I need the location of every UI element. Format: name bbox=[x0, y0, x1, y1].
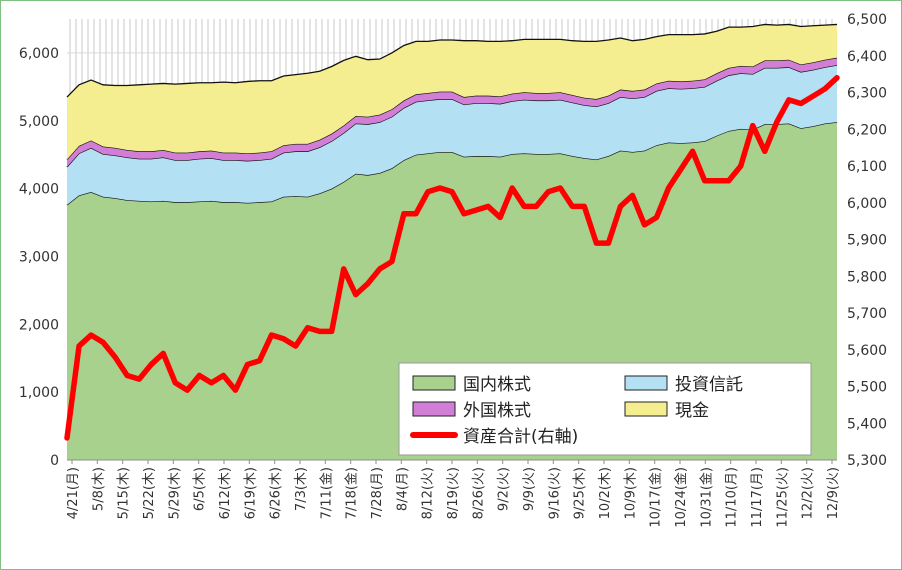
x-tick-label: 8/19(火) bbox=[446, 467, 461, 519]
legend-box bbox=[398, 362, 812, 456]
x-tick-label: 10/17(金) bbox=[648, 467, 664, 528]
x-tick-label: 8/4(月) bbox=[395, 467, 410, 511]
y-right-tick-label: 5,500 bbox=[847, 380, 887, 396]
legend-label: 国内株式 bbox=[463, 375, 531, 395]
x-tick-label: 7/18(金) bbox=[344, 467, 360, 519]
x-tick-label: 10/9(木) bbox=[623, 467, 638, 519]
x-tick-label: 12/9(火) bbox=[826, 467, 841, 519]
x-tick-label: 9/25(木) bbox=[573, 467, 588, 519]
y-right-tick-label: 5,700 bbox=[847, 306, 887, 322]
y-left-tick-label: 0 bbox=[50, 453, 59, 469]
y-right-tick-label: 5,800 bbox=[847, 269, 887, 285]
legend-swatch bbox=[624, 375, 668, 391]
x-tick-label: 7/28(月) bbox=[370, 467, 385, 519]
area-edge-現金 bbox=[66, 23, 838, 98]
x-tick-label: 9/9(火) bbox=[522, 467, 537, 511]
y-right-tick-label: 6,000 bbox=[847, 196, 887, 212]
area-外国株式 bbox=[67, 57, 837, 167]
legend-label: 外国株式 bbox=[463, 401, 531, 421]
x-tick-label: 11/17(月) bbox=[750, 467, 765, 528]
x-tick-label: 6/19(木) bbox=[243, 467, 258, 519]
y-right-tick-label: 5,900 bbox=[847, 233, 887, 249]
y-right-tick-label: 5,400 bbox=[847, 416, 887, 432]
y-left-tick-label: 1,000 bbox=[19, 385, 59, 401]
x-tick-label: 9/2(火) bbox=[497, 467, 512, 511]
line-資産合計(右軸) bbox=[64, 75, 840, 441]
area-現金 bbox=[67, 24, 837, 160]
axes: 0 1,000 2,000 3,000 4,000 5,000 6,000 5,300 5,40… bbox=[19, 12, 887, 528]
x-tick-label: 6/12(木) bbox=[218, 467, 233, 519]
y-right-tick-label: 6,300 bbox=[847, 86, 887, 102]
total-line-layer bbox=[64, 75, 840, 441]
x-tick-label: 10/31(金) bbox=[698, 467, 714, 528]
y-left-tick-label: 6,000 bbox=[19, 46, 59, 62]
x-tick-label: 5/22(木) bbox=[142, 467, 157, 519]
x-tick-label: 12/2(火) bbox=[801, 467, 816, 519]
x-tick-label: 11/25(火) bbox=[775, 467, 790, 528]
y-right-tick-label: 6,500 bbox=[847, 12, 887, 28]
y-right-tick-label: 6,400 bbox=[847, 49, 887, 65]
x-tick-label: 11/10(月) bbox=[725, 467, 740, 528]
legend-swatch bbox=[412, 401, 456, 417]
x-tick-label: 8/12(火) bbox=[421, 467, 436, 519]
y-left-tick-label: 4,000 bbox=[19, 182, 59, 198]
y-right-tick-label: 5,600 bbox=[847, 343, 887, 359]
x-tick-label: 5/8(木) bbox=[91, 467, 106, 511]
x-tick-label: 7/3(木) bbox=[294, 467, 309, 511]
x-tick-label: 6/26(木) bbox=[269, 467, 284, 519]
legend-label: 投資信託 bbox=[675, 375, 743, 395]
x-tick-label: 10/2(木) bbox=[598, 467, 613, 519]
legend-swatch bbox=[412, 375, 456, 391]
x-tick-label: 6/5(木) bbox=[193, 467, 208, 511]
x-tick-label: 10/24(金) bbox=[673, 467, 689, 528]
x-tick-label: 7/11(金) bbox=[318, 467, 334, 519]
y-left-tick-label: 2,000 bbox=[19, 317, 59, 333]
x-tick-label: 4/21(月) bbox=[66, 467, 81, 519]
x-tick-label: 5/15(木) bbox=[117, 467, 132, 519]
x-tick-label: 9/16(火) bbox=[547, 467, 562, 519]
y-left-tick-label: 5,000 bbox=[19, 114, 59, 130]
y-right-tick-label: 5,300 bbox=[847, 453, 887, 469]
y-right-tick-label: 6,200 bbox=[847, 122, 887, 138]
area-edge-外国株式 bbox=[66, 57, 838, 160]
x-tick-label: 5/29(木) bbox=[167, 467, 182, 519]
legend-label: 現金 bbox=[675, 401, 709, 421]
area-投資信託 bbox=[67, 65, 837, 205]
legend-label: 資産合計(右軸) bbox=[463, 427, 578, 447]
legend-swatch bbox=[624, 401, 668, 417]
x-tick-label: 8/26(火) bbox=[471, 467, 486, 519]
y-left-tick-label: 3,000 bbox=[19, 249, 59, 265]
y-right-tick-label: 6,100 bbox=[847, 159, 887, 175]
